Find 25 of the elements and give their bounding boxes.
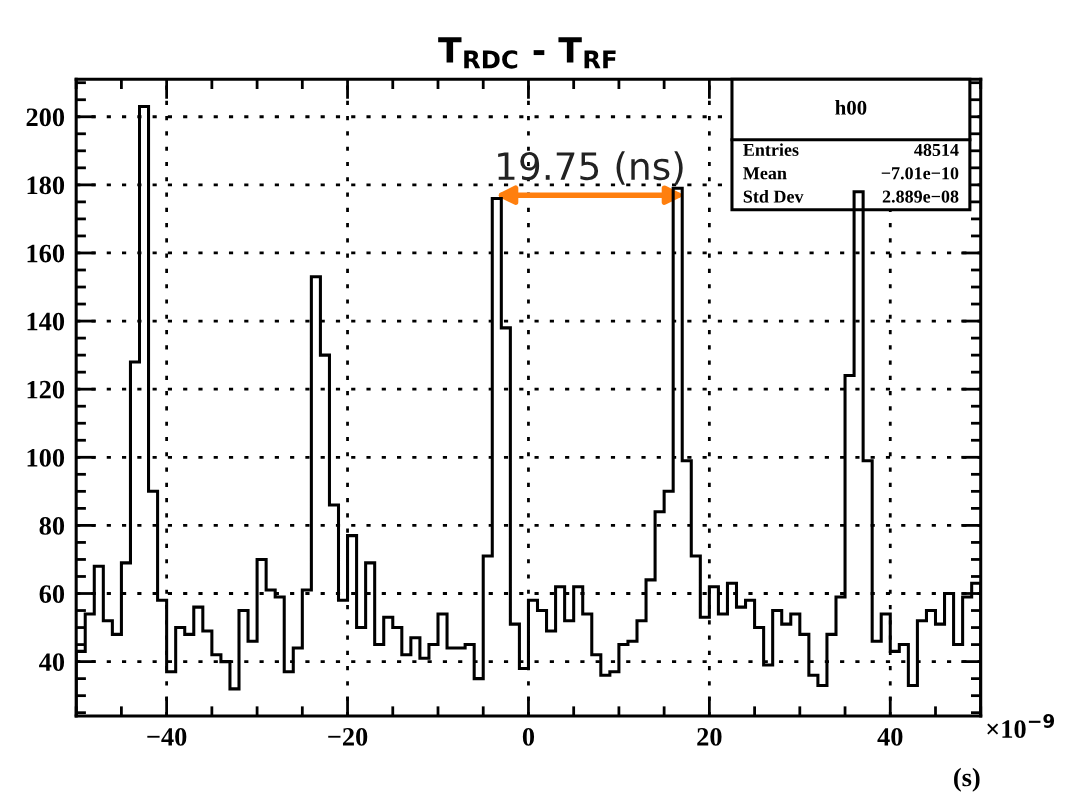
y-tick-label: 80	[39, 517, 65, 535]
chart-title: T$_{RDC}$ - T$_{RF}$	[438, 37, 616, 69]
annotation: h00	[835, 100, 867, 115]
y-tick-label: 200	[26, 108, 65, 127]
y-tick-label: 160	[27, 244, 65, 263]
y-tick-label: 140	[27, 312, 65, 331]
annotation: 48514	[914, 143, 959, 156]
annotation: Entries	[743, 143, 799, 156]
x-tick-label: −40	[147, 727, 187, 746]
y-tick-label: 120	[27, 380, 65, 399]
y-tick-label: 180	[27, 176, 65, 195]
x-tick-label: 0	[522, 727, 535, 746]
x-tick-label: 20	[697, 727, 722, 746]
annotation: Mean	[743, 167, 787, 180]
x-axis-title: (s)	[954, 767, 980, 792]
annotation: −7.01e−10	[881, 167, 959, 180]
y-tick-label: 40	[39, 653, 65, 672]
y-tick-label: 100	[27, 448, 65, 467]
text: ×10$^{−9}$	[987, 713, 1055, 738]
annotation: 19.75 (ns)	[498, 151, 683, 185]
annotation: 2.889e−08	[882, 190, 959, 203]
x-tick-label: −20	[328, 727, 368, 746]
x-tick-label: 40	[877, 727, 903, 746]
y-tick-label: 60	[39, 585, 65, 603]
annotation: Std Dev	[743, 189, 804, 203]
